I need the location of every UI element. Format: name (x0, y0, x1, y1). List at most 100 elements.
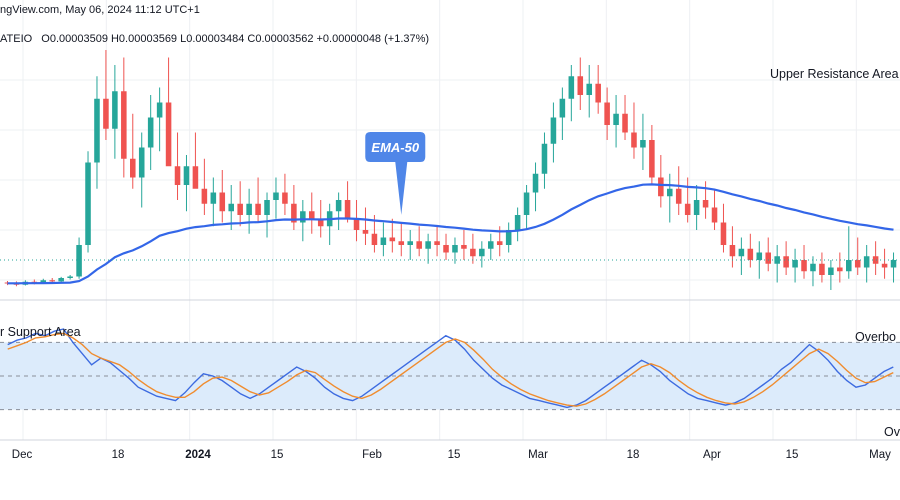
candle-body (738, 248, 745, 257)
candle-body (640, 140, 646, 148)
candle-body (4, 282, 11, 284)
candle-body (514, 215, 521, 230)
candle-body (667, 188, 673, 197)
candle-body (228, 203, 234, 212)
candle-body (559, 98, 566, 118)
candle-body (658, 177, 664, 197)
candle-body (496, 241, 503, 245)
candle-body (174, 166, 181, 185)
candle-body (711, 207, 718, 223)
x-tick-label: 15 (271, 449, 284, 461)
candle-body (828, 267, 834, 275)
ohlc-values: O0.00003509 H0.00003569 L0.00003484 C0.0… (41, 33, 430, 45)
candle-body (183, 166, 190, 185)
overbought-label: Overbo (855, 330, 896, 344)
x-tick-label: Feb (362, 449, 382, 461)
x-tick-label: Dec (12, 449, 33, 461)
candle-body (452, 245, 458, 253)
x-tick-label: Mar (528, 449, 548, 461)
candle-body (425, 241, 431, 249)
candle-body (237, 203, 243, 215)
candle-body (94, 98, 100, 163)
candle-body (67, 276, 73, 278)
candle-body (577, 76, 584, 95)
x-tick-label: May (869, 449, 891, 461)
x-tick-label: 18 (627, 449, 640, 461)
candle-body (774, 256, 780, 264)
candle-body (523, 192, 530, 215)
candle-body (407, 241, 413, 245)
candle-body (863, 256, 870, 268)
candle-body (837, 267, 843, 272)
candle-body (147, 117, 154, 148)
candle-body (264, 200, 270, 215)
candle-body (201, 188, 208, 204)
candle-body (613, 113, 619, 125)
candle-body (309, 211, 315, 219)
candle-body (300, 211, 306, 223)
candle-body (461, 245, 467, 249)
ema-callout-bubble (365, 132, 426, 215)
candle-body (76, 245, 82, 277)
ema-callout-label: EMA-50 (371, 140, 419, 155)
lower-support-label: r Support Area (0, 325, 81, 339)
candle-body (532, 173, 539, 193)
x-tick-label: 2024 (185, 449, 211, 461)
candle-body (192, 166, 199, 189)
candle-body (282, 192, 288, 204)
candle-body (890, 260, 897, 268)
candle-body (792, 260, 798, 268)
candle-body (434, 241, 440, 245)
candle-body (246, 203, 252, 215)
candle-body (881, 263, 888, 268)
candle-body (854, 260, 861, 268)
stochastic-k-line (7, 328, 894, 409)
candle-body (819, 263, 825, 275)
candle-body (219, 192, 226, 212)
candle-body (371, 233, 378, 245)
candle-body (801, 260, 807, 272)
candle-body (756, 252, 763, 260)
candle-body (416, 241, 422, 249)
candle-body (702, 200, 709, 208)
candle-body (380, 237, 387, 245)
candle-body (335, 200, 342, 212)
candle-body (389, 237, 396, 242)
candle-body (317, 218, 324, 227)
candle-body (810, 263, 816, 272)
candle-body (40, 280, 47, 283)
x-tick-label: 15 (786, 449, 799, 461)
candle-body (103, 98, 109, 129)
candle-body (121, 91, 127, 159)
candle-body (747, 248, 754, 260)
candle-body (604, 102, 610, 125)
candle-body (631, 132, 637, 148)
candle-body (488, 241, 494, 249)
candle-body (505, 230, 512, 245)
candle-body (291, 203, 297, 223)
candle-body (693, 200, 700, 215)
candle-body (49, 280, 55, 282)
candle-body (130, 158, 136, 178)
candle-body (586, 83, 592, 95)
candle-body (622, 113, 628, 133)
symbol-label: ATEIO (0, 33, 33, 45)
oversold-label: Ov (884, 425, 900, 439)
candle-body (255, 203, 261, 215)
candle-body (58, 278, 64, 282)
x-tick-label: 18 (112, 449, 125, 461)
candle-body (684, 203, 691, 215)
candle-body (273, 192, 279, 200)
header-ohlc-line: ATEIO O0.00003509 H0.00003569 L0.0000348… (0, 33, 429, 45)
candle-body (720, 222, 727, 245)
candle-body (765, 252, 771, 264)
candle-body (470, 248, 476, 257)
candle-body (398, 241, 405, 245)
candle-body (568, 76, 575, 99)
candle-body (344, 200, 351, 219)
ema-callout: EMA-50 (365, 132, 426, 215)
candle-body (156, 102, 163, 118)
candle-body (479, 248, 485, 257)
header-source-line: ngView.com, May 06, 2024 11:12 UTC+1 (0, 4, 200, 16)
